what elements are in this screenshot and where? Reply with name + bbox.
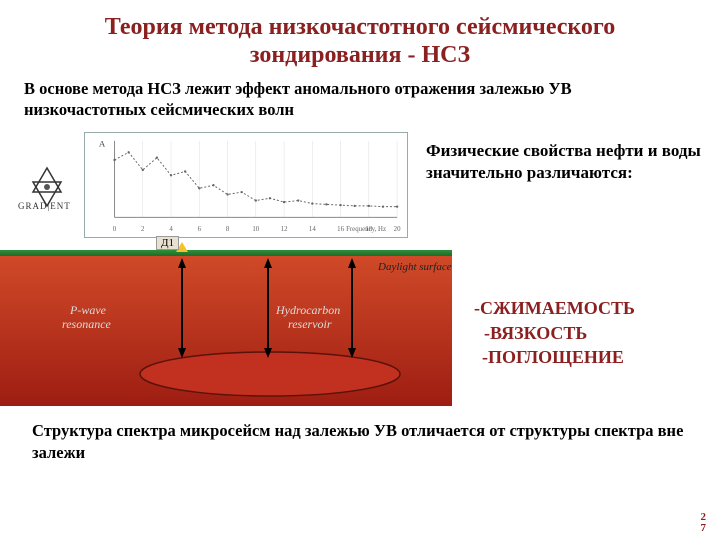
svg-text:Hydrocarbon: Hydrocarbon	[275, 303, 340, 317]
logo-text: GRAD|ENT	[18, 201, 71, 211]
svg-text:4: 4	[169, 227, 173, 234]
page-number: 27	[701, 512, 707, 534]
property-item: -СЖИМАЕМОСТЬ	[474, 296, 720, 320]
svg-text:A: A	[99, 139, 106, 149]
svg-text:2: 2	[141, 227, 145, 234]
svg-text:Daylight surface: Daylight surface	[377, 261, 452, 273]
svg-text:6: 6	[198, 227, 202, 234]
spectrum-chart: 02468101214161820AFrequency, Hz	[84, 132, 408, 238]
svg-text:0: 0	[113, 227, 117, 234]
svg-text:12: 12	[281, 227, 288, 234]
property-item: -ПОГЛОЩЕНИЕ	[474, 345, 720, 369]
conclusion-text: Структура спектра микросейсм над залежью…	[22, 420, 698, 463]
slide-title: Теория метода низкочастотного сейсмическ…	[22, 14, 698, 69]
sensor-label: Д1	[156, 236, 179, 250]
svg-text:Frequency, Hz: Frequency, Hz	[346, 227, 386, 234]
physical-properties-intro: Физические свойства нефти и воды значите…	[426, 140, 706, 183]
geology-cross-section: P-waveresonance Hydrocarbonreservoir Dayli…	[0, 256, 452, 406]
svg-text:P-wave: P-wave	[69, 303, 107, 317]
property-item: -ВЯЗКОСТЬ	[474, 321, 720, 345]
slide-subtitle: В основе метода НСЗ лежит эффект аномаль…	[24, 79, 696, 120]
properties-list: -СЖИМАЕМОСТЬ -ВЯЗКОСТЬ -ПОГЛОЩЕНИЕ	[474, 296, 720, 369]
svg-text:16: 16	[337, 227, 344, 234]
svg-text:14: 14	[309, 227, 316, 234]
gradient-logo: GRAD|ENT	[16, 166, 78, 210]
svg-text:resonance: resonance	[62, 317, 112, 331]
svg-text:10: 10	[252, 227, 259, 234]
figure-block: GRAD|ENT 02468101214161820AFrequency, Hz…	[22, 128, 698, 388]
svg-text:reservoir: reservoir	[288, 317, 332, 331]
svg-text:20: 20	[394, 227, 401, 234]
svg-text:8: 8	[226, 227, 230, 234]
